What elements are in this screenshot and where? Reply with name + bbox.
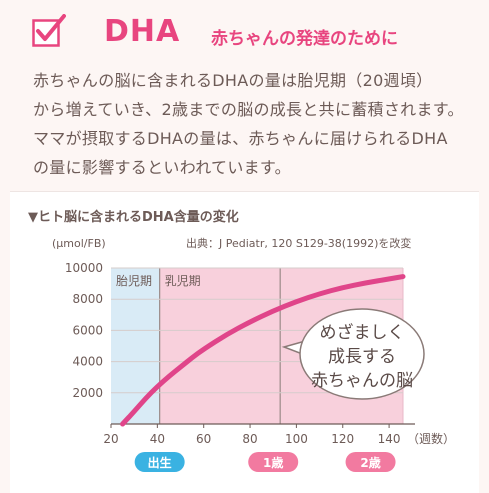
- age-badge-label: 1歳: [263, 455, 283, 470]
- chart-panel: ▼ヒト脳に含まれるDHA含量の変化 胎児期 乳児期 2000 4000 6000 8000…: [10, 191, 479, 493]
- intro-line: 赤ちゃんの脳に含まれるDHAの量は胎児期（20週頃）: [33, 71, 433, 90]
- x-tick-label: 100: [285, 432, 308, 446]
- x-tick-label: 140: [378, 432, 401, 446]
- age-badge-label: 2歳: [360, 455, 380, 470]
- page-subtitle: 赤ちゃんの発達のために: [211, 29, 398, 49]
- callout-bubble: [299, 308, 425, 400]
- callout-text: めざましく: [320, 322, 405, 343]
- intro-line: から増えていき、2歳までの脳の成長と共に蓄積されます。: [33, 100, 464, 119]
- header: DHA 赤ちゃんの発達のために: [30, 10, 470, 56]
- region-label: 乳児期: [165, 274, 201, 288]
- callout-text: 赤ちゃんの脳: [311, 371, 413, 391]
- callout-text: 成長する: [328, 347, 396, 367]
- chart-title: ▼ヒト脳に含まれるDHA含量の変化: [28, 210, 239, 225]
- x-axis-label: （週数）: [407, 431, 455, 446]
- x-tick-label: 80: [242, 432, 257, 446]
- intro-line: ママが摂取するDHAの量は、赤ちゃんに届けられるDHA: [33, 129, 448, 148]
- age-badge-label: 出生: [148, 455, 172, 470]
- source-note: 出典：J Pediatr, 120 S129-38(1992)を改変: [186, 236, 411, 250]
- series-line: [120, 274, 406, 427]
- x-tick-label: 20: [103, 432, 118, 446]
- page-title: DHA: [104, 14, 181, 49]
- x-tick-label: 40: [150, 432, 165, 446]
- y-tick-label: 2000: [72, 386, 103, 400]
- y-axis-label: (μmol/FB): [52, 237, 106, 250]
- region-label: 胎児期: [116, 274, 152, 288]
- checkbox-icon: [32, 14, 66, 47]
- y-tick-label: 10000: [65, 261, 103, 275]
- y-tick-label: 6000: [72, 323, 103, 337]
- dha-chart: 胎児期 乳児期 2000 4000 6000 8000 10000 20 40 60 80 100 12…: [52, 236, 455, 472]
- age-badge: [345, 452, 396, 472]
- x-tick-label: 120: [331, 432, 354, 446]
- age-badge: [134, 452, 185, 472]
- x-tick-label: 60: [196, 432, 211, 446]
- region-band: [111, 268, 160, 424]
- callout-mask: [312, 341, 324, 357]
- y-tick-label: 4000: [72, 355, 103, 369]
- y-tick-label: 8000: [72, 292, 103, 306]
- age-badge: [248, 452, 299, 472]
- intro-text: 赤ちゃんの脳に含まれるDHAの量は胎児期（20週頃） から増えていき、2歳までの…: [33, 66, 473, 182]
- intro-line: の量に影響するといわれています。: [33, 158, 291, 177]
